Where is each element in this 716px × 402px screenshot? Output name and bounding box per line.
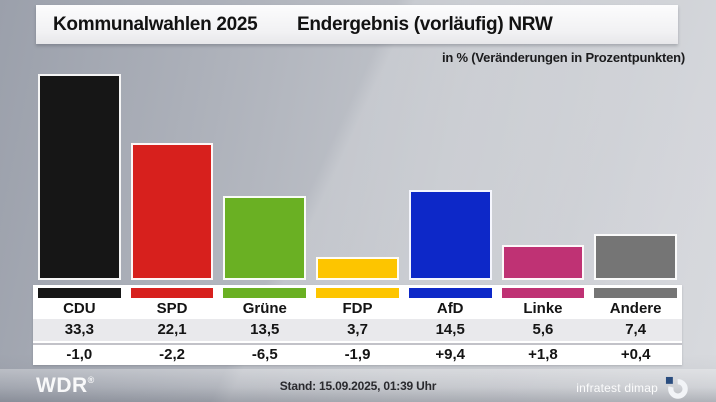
header-bar: Kommunalwahlen 2025 Endergebnis (vorläuf… — [36, 5, 678, 44]
chip-afd — [408, 288, 492, 298]
value-afd: 14,5 — [435, 321, 465, 338]
party-color-chips-row — [33, 285, 682, 298]
party-labels-row: CDU SPD Grüne FDP AfD Linke Andere — [33, 298, 682, 319]
table-divider — [33, 343, 682, 345]
change-fdp: -1,9 — [344, 346, 371, 363]
infratest-dimap-icon — [665, 376, 688, 399]
timestamp: Stand: 15.09.2025, 01:39 Uhr — [279, 379, 437, 393]
change-spd: -2,2 — [159, 346, 185, 363]
party-label-grüne: Grüne — [242, 300, 287, 317]
change-grüne: -6,5 — [251, 346, 278, 363]
value-spd: 22,1 — [157, 321, 187, 338]
bar-fdp — [316, 257, 399, 280]
results-table: CDU SPD Grüne FDP AfD Linke Andere 33,3 22,1 13,… — [33, 285, 682, 365]
values-row-band: 33,3 22,1 13,5 3,7 14,5 5,6 7,4 — [33, 319, 682, 341]
footer-band — [0, 369, 716, 402]
chip-fdp — [316, 288, 399, 298]
party-label-andere: Andere — [609, 300, 662, 317]
change-linke: +1,8 — [528, 346, 558, 363]
bar-linke — [501, 245, 585, 280]
value-andere: 7,4 — [625, 321, 647, 338]
values-row: 33,3 22,1 13,5 3,7 14,5 5,6 7,4 — [33, 319, 682, 341]
source-label: infratest dimap — [576, 380, 658, 395]
bar-spd — [130, 143, 214, 280]
bar-andere — [594, 234, 677, 280]
title-election: Kommunalwahlen 2025 — [53, 13, 258, 35]
party-label-linke: Linke — [523, 300, 563, 317]
unit-note: in % (Veränderungen in Prozentpunkten) — [441, 50, 685, 65]
title-result: Endergebnis (vorläufig) NRW — [297, 13, 553, 35]
chip-cdu — [38, 288, 121, 298]
change-andere: +0,4 — [620, 346, 651, 363]
bar-afd — [408, 190, 492, 280]
wdr-logo: WDR® — [36, 374, 95, 398]
value-cdu: 33,3 — [64, 321, 94, 338]
bar-grüne — [223, 196, 307, 280]
party-label-fdp: FDP — [342, 300, 373, 317]
party-label-spd: SPD — [156, 300, 188, 317]
change-afd: +9,4 — [435, 346, 466, 363]
chip-linke — [501, 288, 585, 298]
value-linke: 5,6 — [532, 321, 554, 338]
party-label-cdu: CDU — [63, 300, 96, 317]
value-fdp: 3,7 — [347, 321, 368, 338]
wdr-logo-text: WDR — [36, 374, 88, 397]
value-grüne: 13,5 — [250, 321, 280, 338]
chip-grüne — [223, 288, 307, 298]
party-label-afd: AfD — [436, 300, 464, 317]
change-cdu: -1,0 — [66, 346, 93, 363]
bar-cdu — [38, 74, 121, 280]
registered-mark: ® — [87, 375, 95, 385]
source-attribution: infratest dimap — [576, 376, 688, 399]
chip-spd — [130, 288, 214, 298]
changes-row: -1,0 -2,2 -6,5 -1,9 +9,4 +1,8 +0,4 — [33, 345, 682, 365]
chip-andere — [594, 288, 677, 298]
bar-chart — [33, 70, 682, 280]
